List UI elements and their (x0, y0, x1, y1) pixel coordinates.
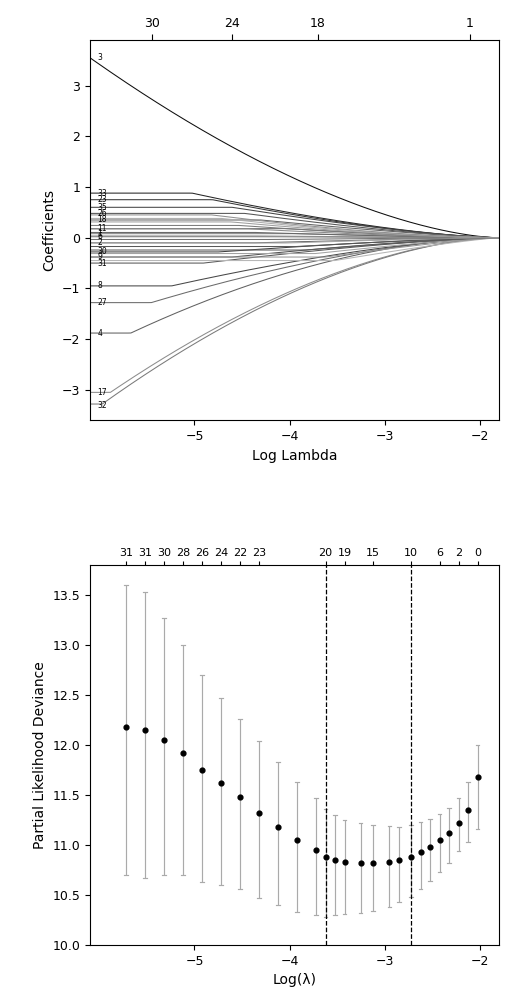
Point (217, 775, 225, 791)
Text: 23: 23 (98, 195, 107, 204)
Point (322, 849, 330, 865)
Text: 32: 32 (98, 401, 107, 410)
Text: 18: 18 (98, 215, 107, 224)
Point (357, 855, 365, 871)
Text: 1: 1 (98, 229, 102, 238)
Text: 27: 27 (98, 298, 107, 307)
X-axis label: Log(λ): Log(λ) (272, 973, 316, 987)
Point (454, 815, 463, 831)
Text: 30: 30 (98, 247, 107, 256)
Point (141, 722, 149, 738)
Text: 31: 31 (98, 259, 107, 268)
Point (407, 849, 415, 865)
Point (395, 852, 403, 868)
Point (464, 802, 472, 818)
Point (473, 769, 482, 785)
Point (340, 854, 348, 870)
Point (369, 855, 377, 871)
Text: 8: 8 (98, 281, 102, 290)
X-axis label: Log Lambda: Log Lambda (251, 449, 337, 463)
Text: 4: 4 (98, 329, 102, 338)
Point (122, 719, 130, 735)
Point (179, 745, 187, 761)
Point (426, 839, 434, 855)
Point (293, 832, 301, 848)
Text: 33: 33 (98, 189, 107, 198)
Point (198, 762, 206, 778)
Text: 17: 17 (98, 388, 107, 397)
Text: 11: 11 (98, 224, 107, 233)
Text: 6: 6 (98, 232, 102, 241)
Point (312, 842, 320, 858)
Y-axis label: Partial Likelihood Deviance: Partial Likelihood Deviance (33, 661, 47, 849)
Text: 3: 3 (98, 53, 102, 62)
Text: 9: 9 (98, 252, 102, 261)
Point (435, 832, 444, 848)
Text: 26: 26 (98, 209, 107, 218)
Point (236, 789, 244, 805)
Point (331, 852, 339, 868)
Point (445, 825, 453, 841)
Point (160, 732, 168, 748)
Point (274, 819, 282, 835)
Y-axis label: Coefficients: Coefficients (42, 189, 57, 271)
Point (416, 844, 425, 860)
Point (385, 854, 393, 870)
Text: 2: 2 (98, 238, 102, 247)
Point (255, 805, 263, 821)
Text: 35: 35 (98, 203, 107, 212)
